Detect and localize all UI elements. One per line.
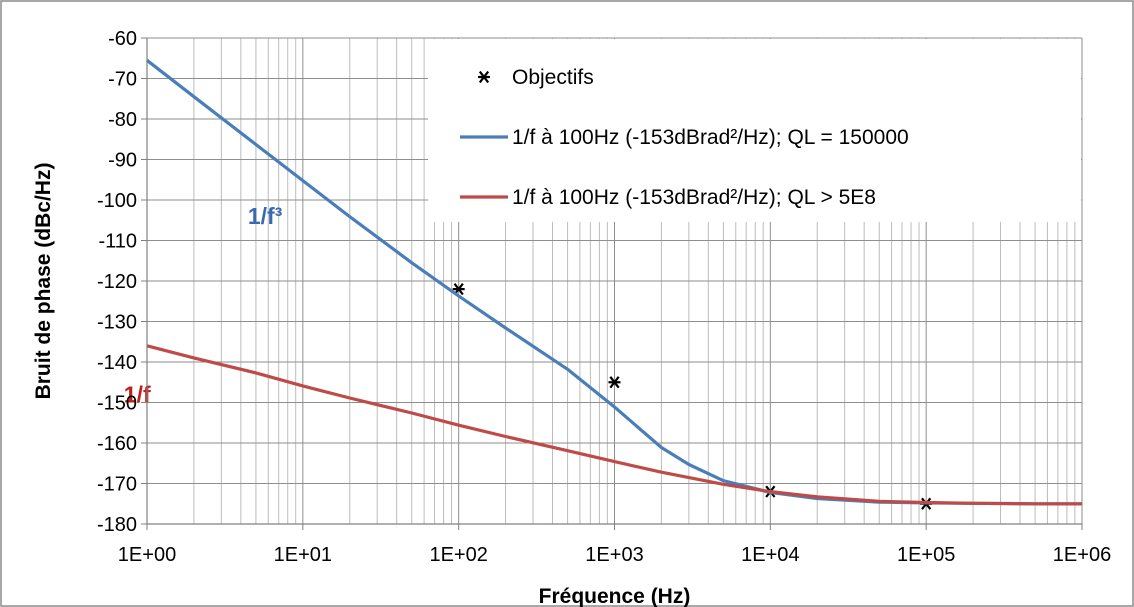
x-tick-label: 1E+05 <box>897 544 955 566</box>
legend-swatch-0 <box>478 70 490 84</box>
x-tick-label: 1E+03 <box>585 544 643 566</box>
annotations: 1/f³1/f <box>124 203 283 407</box>
x-tick-label: 1E+02 <box>429 544 487 566</box>
y-tick-label: -60 <box>108 28 137 50</box>
y-tick-label: -80 <box>108 109 137 131</box>
legend-label-1: 1/f à 100Hz (-153dBrad²/Hz); QL = 150000 <box>512 126 909 149</box>
x-tick-label: 1E+01 <box>274 544 332 566</box>
x-tick-label: 1E+00 <box>118 544 176 566</box>
annotation-0: 1/f³ <box>248 203 283 229</box>
y-tick-label: -180 <box>97 514 137 536</box>
objectif-marker <box>608 376 621 389</box>
y-tick-label: -160 <box>97 433 137 455</box>
y-tick-label: -170 <box>97 474 137 496</box>
y-tick-label: -120 <box>97 271 137 293</box>
y-tick-label: -70 <box>108 69 137 91</box>
legend: Objectifs 1/f à 100Hz (-153dBrad²/Hz); QL… <box>428 39 1081 222</box>
y-tick-label: -130 <box>97 312 137 334</box>
legend-label-2: 1/f à 100Hz (-153dBrad²/Hz); QL > 5E8 <box>512 186 876 209</box>
y-tick-label: -150 <box>97 393 137 415</box>
y-tick-label: -110 <box>98 231 137 253</box>
y-axis-title: Bruit de phase (dBc/Hz) <box>32 163 55 400</box>
y-tick-label: -90 <box>108 150 137 172</box>
y-tick-label: -100 <box>97 190 137 212</box>
legend-background <box>428 39 1081 222</box>
x-tick-label: 1E+06 <box>1053 544 1111 566</box>
series-layer <box>146 59 1082 510</box>
legend-label-0: Objectifs <box>512 66 594 89</box>
x-tick-label: 1E+04 <box>741 544 799 566</box>
y-tick-label: -140 <box>97 352 137 374</box>
x-axis-title: Fréquence (Hz) <box>539 585 691 607</box>
series-line-2 <box>146 344 1082 506</box>
axes: -60 -70 -80 -90 -100 -110 -120 -130 -140 -150 -160… <box>97 28 1111 566</box>
